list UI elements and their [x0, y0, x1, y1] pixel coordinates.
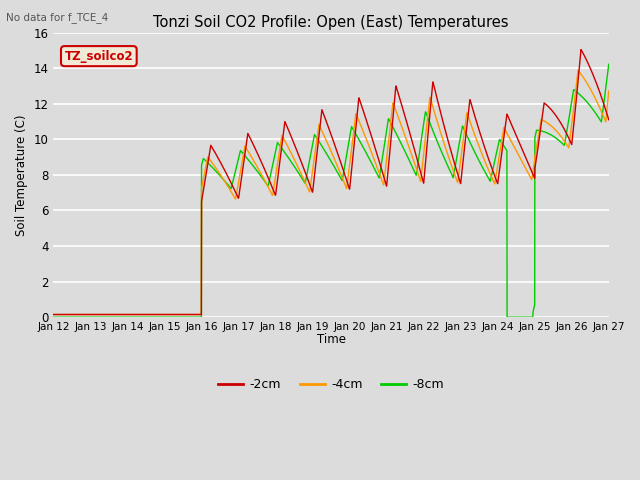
Y-axis label: Soil Temperature (C): Soil Temperature (C) — [15, 114, 28, 236]
Text: No data for f_TCE_4: No data for f_TCE_4 — [6, 12, 109, 23]
Legend: -2cm, -4cm, -8cm: -2cm, -4cm, -8cm — [213, 373, 449, 396]
X-axis label: Time: Time — [317, 334, 346, 347]
Text: TZ_soilco2: TZ_soilco2 — [65, 49, 133, 62]
Title: Tonzi Soil CO2 Profile: Open (East) Temperatures: Tonzi Soil CO2 Profile: Open (East) Temp… — [154, 15, 509, 30]
